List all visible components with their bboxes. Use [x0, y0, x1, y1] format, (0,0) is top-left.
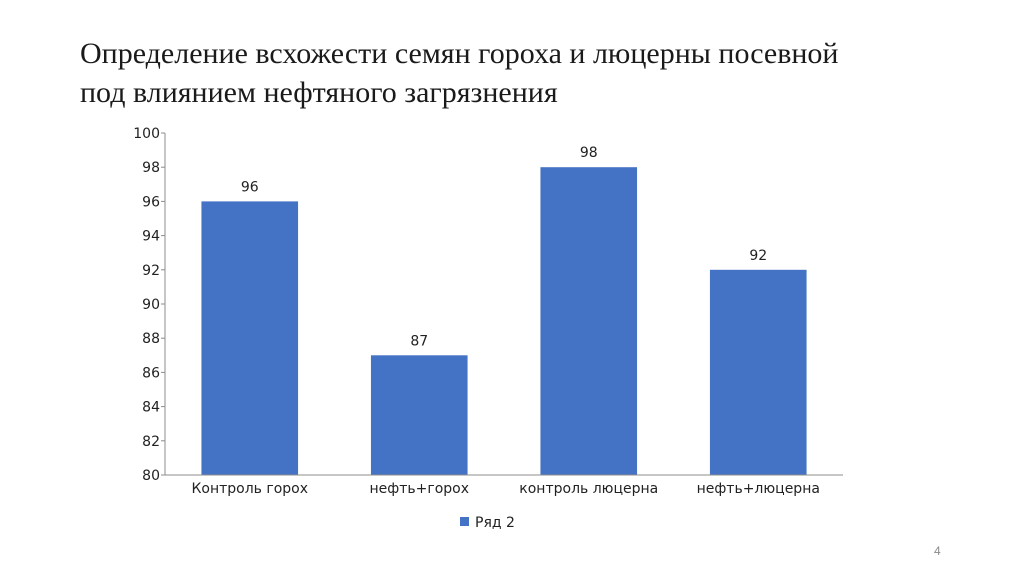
slide-title-line-1: Определение всхожести семян гороха и люц… — [80, 37, 839, 70]
category-label: контроль люцерна — [519, 481, 658, 497]
y-axis-tick-labels: 80 82 84 86 88 90 92 94 96 98 100 — [133, 126, 165, 484]
legend: Ряд 2 — [460, 515, 515, 531]
bar — [540, 167, 638, 475]
y-tick-label: 100 — [133, 126, 160, 142]
y-tick-label: 98 — [142, 160, 160, 176]
slide-title: Определение всхожести семян гороха и люц… — [80, 34, 980, 112]
y-tick-label: 80 — [142, 468, 160, 484]
y-tick-label: 90 — [142, 297, 160, 313]
legend-swatch — [460, 517, 469, 526]
axes — [164, 133, 843, 476]
legend-label: Ряд 2 — [475, 515, 515, 531]
category-label: нефть+люцерна — [697, 481, 820, 497]
slide-title-line-2: под влиянием нефтяного загрязнения — [80, 76, 558, 109]
bar — [370, 355, 468, 475]
y-tick-label: 86 — [142, 365, 160, 381]
bar — [201, 201, 299, 475]
y-tick-label: 96 — [142, 194, 160, 210]
category-label: Контроль горох — [191, 481, 308, 497]
bar — [709, 269, 807, 475]
data-label: 87 — [410, 333, 428, 349]
y-tick-label: 94 — [142, 229, 160, 245]
y-tick-label: 82 — [142, 434, 160, 450]
page-number: 4 — [934, 544, 941, 558]
data-label: 98 — [580, 145, 598, 161]
x-axis-category-labels: Контроль горох нефть+горох контроль люцерн… — [191, 481, 819, 497]
data-labels: 96 87 98 92 — [241, 145, 767, 349]
category-label: нефть+горох — [369, 481, 469, 497]
y-tick-label: 92 — [142, 263, 160, 279]
data-label: 92 — [749, 248, 767, 264]
y-tick-label: 84 — [142, 400, 160, 416]
y-tick-label: 88 — [142, 331, 160, 347]
data-label: 96 — [241, 179, 259, 195]
bars — [201, 167, 807, 475]
